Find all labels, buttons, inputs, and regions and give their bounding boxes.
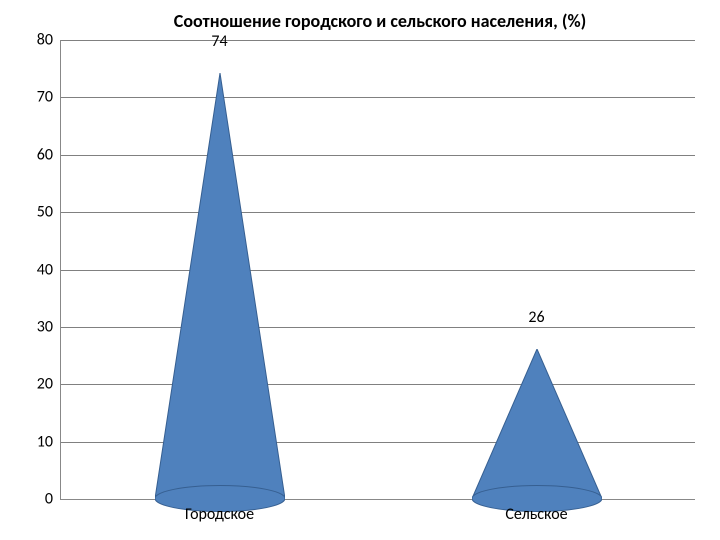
y-tick-label: 80 <box>37 31 61 50</box>
y-tick-label: 20 <box>37 375 61 394</box>
y-tick-label: 40 <box>37 260 61 279</box>
y-tick-label: 50 <box>37 203 61 222</box>
x-category-label: Городское <box>185 499 254 524</box>
chart-container: Соотношение городского и сельского насел… <box>0 0 720 540</box>
plot-area: 0102030405060708074Городское26Сельское <box>60 40 695 500</box>
y-tick-label: 70 <box>37 88 61 107</box>
y-tick-label: 10 <box>37 432 61 451</box>
y-tick-label: 30 <box>37 317 61 336</box>
value-label: 26 <box>528 308 544 327</box>
value-label: 74 <box>211 32 227 51</box>
chart-title: Соотношение городского и сельского насел… <box>60 10 700 32</box>
y-tick-label: 0 <box>45 490 61 509</box>
gridline <box>61 40 695 41</box>
cone-bar <box>472 349 602 513</box>
x-category-label: Сельское <box>505 499 567 524</box>
plot-zone: 0102030405060708074Городское26Сельское <box>60 40 695 500</box>
y-tick-label: 60 <box>37 145 61 164</box>
cone-bar <box>155 73 285 513</box>
